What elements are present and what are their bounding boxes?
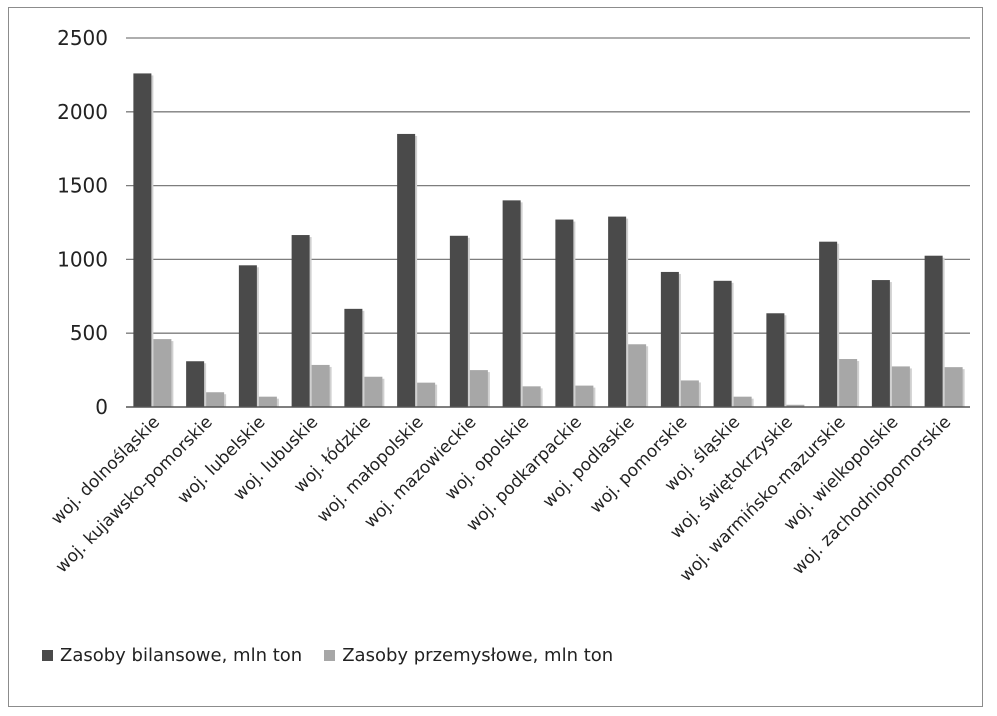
legend-item-series-2: Zasoby przemysłowe, mln ton: [324, 645, 613, 666]
bar-przemyslowe: [311, 364, 330, 407]
bar-bilansowe: [238, 265, 257, 407]
bar-przemyslowe: [680, 380, 699, 407]
y-tick-label: 2500: [57, 26, 108, 50]
bar-bilansowe: [871, 280, 890, 407]
bar-przemyslowe: [417, 382, 436, 407]
bars: [133, 73, 965, 407]
bar-bilansowe: [555, 219, 574, 407]
legend-label-series-1: Zasoby bilansowe, mln ton: [60, 645, 303, 666]
bar-bilansowe: [766, 313, 785, 407]
bar-przemyslowe: [733, 396, 752, 407]
y-tick-label: 1000: [57, 247, 108, 271]
legend-label-series-2: Zasoby przemysłowe, mln ton: [342, 645, 614, 666]
legend: Zasoby bilansowe, mln ton Zasoby przemys…: [42, 645, 635, 666]
bar-bilansowe: [344, 308, 363, 407]
bar-bilansowe: [713, 280, 732, 407]
bar-przemyslowe: [786, 404, 805, 407]
bar-przemyslowe: [364, 376, 383, 407]
bar-przemyslowe: [469, 370, 488, 407]
bar-przemyslowe: [575, 385, 594, 407]
bar-przemyslowe: [258, 396, 277, 407]
bar-przemyslowe: [522, 386, 541, 407]
bar-bilansowe: [608, 216, 627, 407]
legend-item-series-1: Zasoby bilansowe, mln ton: [42, 645, 302, 666]
x-category-label: woj. podlaskie: [539, 412, 639, 512]
bar-przemyslowe: [206, 392, 225, 407]
bar-przemyslowe: [628, 344, 647, 407]
y-tick-label: 2000: [57, 100, 108, 124]
legend-swatch-series-2: [324, 650, 336, 661]
bar-bilansowe: [397, 133, 416, 407]
bar-bilansowe: [819, 241, 838, 407]
bar-bilansowe: [502, 200, 521, 407]
bar-bilansowe: [133, 73, 152, 407]
bar-bilansowe: [291, 235, 310, 407]
bar-przemyslowe: [891, 366, 910, 407]
bar-przemyslowe: [944, 367, 963, 407]
y-tick-label: 500: [70, 321, 108, 345]
legend-swatch-series-1: [42, 650, 53, 661]
bar-bilansowe: [660, 271, 679, 407]
y-tick-label: 1500: [57, 174, 108, 198]
bar-bilansowe: [449, 235, 468, 407]
y-axis-ticks: 0 500 1000 1500 2000 2500: [57, 26, 108, 419]
x-category-label: woj. pomorskie: [586, 412, 691, 517]
bar-bilansowe: [924, 255, 943, 407]
y-tick-label: 0: [95, 395, 108, 419]
bar-bilansowe: [186, 361, 205, 407]
bar-przemyslowe: [839, 359, 858, 407]
bar-przemyslowe: [153, 339, 172, 407]
